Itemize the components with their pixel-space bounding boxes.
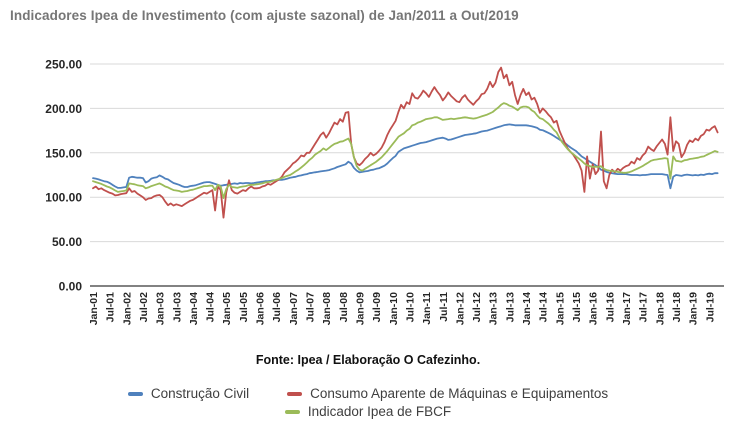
- legend-item-construcao-civil: Construção Civil: [127, 386, 250, 401]
- x-tick-label: Jul-14: [538, 292, 550, 323]
- x-tick-label: Jan-02: [121, 292, 133, 325]
- legend: Construção Civil Consumo Aparente de Máq…: [0, 386, 736, 419]
- x-tick-label: Jul-08: [338, 292, 350, 323]
- legend-marker-construcao-civil-icon: [127, 391, 143, 396]
- x-tick-label: Jan-18: [654, 292, 666, 325]
- x-tick-label: Jan-05: [221, 292, 233, 325]
- x-tick-label: Jan-08: [321, 292, 333, 325]
- x-tick-label: Jul-09: [371, 292, 383, 323]
- x-tick-label: Jan-19: [688, 292, 700, 325]
- legend-label-consumo-aparente: Consumo Aparente de Máquinas e Equipamen…: [310, 386, 609, 401]
- legend-label-fbcf: Indicador Ipea de FBCF: [307, 404, 452, 419]
- x-tick-label: Jul-18: [671, 292, 683, 323]
- series-line-1: [92, 66, 719, 219]
- x-tick-label: Jul-06: [271, 292, 283, 323]
- y-tick-label: 200.00: [45, 102, 82, 116]
- legend-row-2: Indicador Ipea de FBCF: [284, 404, 452, 419]
- x-tick-label: Jul-02: [138, 292, 150, 323]
- chart-title: Indicadores Ipea de Investimento (com aj…: [10, 8, 519, 23]
- x-tick-label: Jul-04: [205, 292, 217, 323]
- x-tick-label: Jul-19: [704, 292, 716, 323]
- x-tick-label: Jul-17: [638, 292, 650, 323]
- x-tick-label: Jan-12: [454, 292, 466, 325]
- y-tick-label: 0.00: [59, 280, 83, 294]
- y-tick-label: 100.00: [45, 191, 82, 205]
- legend-marker-consumo-aparente-icon: [287, 391, 303, 396]
- x-tick-label: Jul-15: [571, 292, 583, 323]
- x-tick-label: Jan-01: [88, 292, 100, 325]
- x-tick-label: Jan-17: [621, 292, 633, 325]
- y-tick-label: 50.00: [52, 235, 82, 249]
- x-tick-label: Jan-06: [255, 292, 267, 325]
- x-tick-label: Jul-13: [504, 292, 516, 323]
- x-tick-label: Jul-11: [438, 292, 450, 322]
- x-tick-label: Jul-03: [171, 292, 183, 323]
- x-tick-label: Jul-07: [305, 292, 317, 323]
- x-tick-label: Jul-10: [404, 292, 416, 323]
- x-tick-label: Jan-09: [354, 292, 366, 325]
- x-tick-label: Jul-16: [604, 292, 616, 323]
- x-tick-label: Jan-15: [554, 292, 566, 325]
- chart-svg: 0.00 50.00 100.00 150.00 200.00 250.00 Jan-01 J…: [45, 58, 724, 325]
- x-tick-label: Jan-10: [388, 292, 400, 325]
- x-tick-label: Jan-11: [421, 292, 433, 325]
- legend-row-1: Construção Civil Consumo Aparente de Máq…: [127, 386, 608, 401]
- x-tick-label: Jul-12: [471, 292, 483, 323]
- x-tick-label: Jan-14: [521, 292, 533, 325]
- legend-marker-fbcf-icon: [284, 409, 300, 414]
- series-line-2: [92, 102, 719, 200]
- x-tick-label: Jan-07: [288, 292, 300, 325]
- legend-label-construcao-civil: Construção Civil: [150, 386, 250, 401]
- source-note: Fonte: Ipea / Elaboração O Cafezinho.: [255, 353, 481, 367]
- y-tick-label: 250.00: [45, 58, 82, 72]
- x-tick-label: Jan-03: [155, 292, 167, 325]
- y-tick-label: 150.00: [45, 146, 82, 160]
- series-line-0: [92, 123, 719, 190]
- x-tick-label: Jan-13: [488, 292, 500, 325]
- legend-item-consumo-aparente: Consumo Aparente de Máquinas e Equipamen…: [287, 386, 608, 401]
- x-tick-label: Jan-04: [188, 292, 200, 325]
- x-tick-label: Jul-01: [105, 292, 117, 323]
- legend-item-fbcf: Indicador Ipea de FBCF: [284, 404, 452, 419]
- x-tick-label: Jul-05: [238, 292, 250, 323]
- x-tick-label: Jan-16: [588, 292, 600, 325]
